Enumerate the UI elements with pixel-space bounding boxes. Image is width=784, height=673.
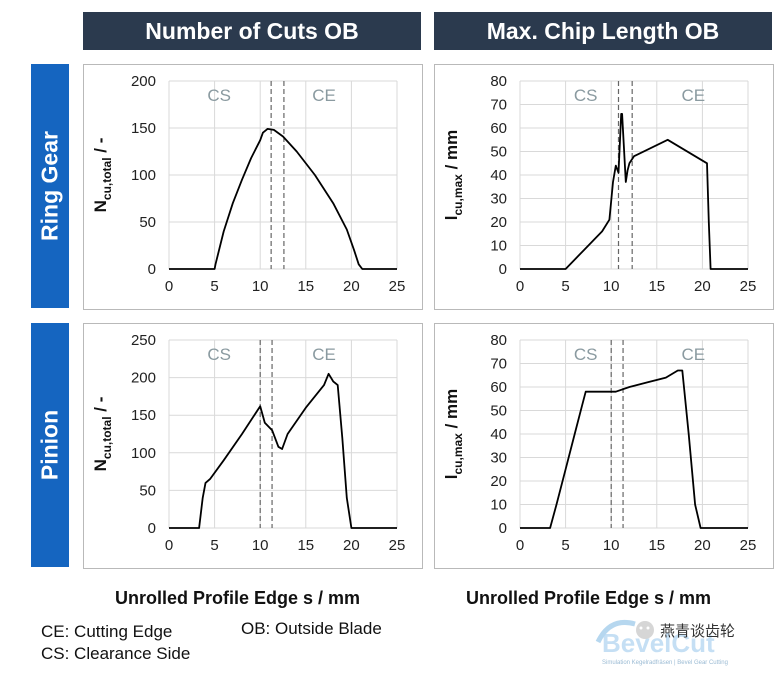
y-tick-label: 40 — [490, 426, 507, 443]
x-tick-label: 25 — [389, 278, 406, 295]
x-tick-label: 15 — [648, 278, 665, 295]
y-tick-label: 20 — [490, 473, 507, 490]
column-header-label: Max. Chip Length OB — [486, 17, 720, 44]
logo-text: BevelCut — [602, 628, 715, 658]
y-tick-label: 50 — [139, 214, 156, 231]
x-tick-label: 5 — [210, 278, 218, 295]
chart-panel-pinion-chip-length: 0 5 10 15 20 25 0 10 20 30 40 50 60 70 80 CS CE lcu,max /… — [434, 323, 774, 569]
x-tick-label: 25 — [740, 278, 757, 295]
y-tick-label: 70 — [490, 97, 507, 114]
x-tick-label: 15 — [648, 537, 665, 554]
x-tick-label: 10 — [252, 537, 269, 554]
row-header-pinion: Pinion — [31, 323, 69, 567]
region-label: CE — [681, 86, 705, 105]
series-line — [169, 128, 397, 270]
x-tick-label: 25 — [740, 537, 757, 554]
row-header-label: Pinion — [36, 409, 63, 481]
y-tick-label: 10 — [490, 238, 507, 255]
legend-outside-blade: OB: Outside Blade — [241, 619, 382, 638]
bevelcut-logo-graphic: BevelCut Simulation Kegelradfräsen | Bev… — [595, 620, 735, 666]
region-label: CE — [312, 86, 336, 105]
row-header-ring-gear: Ring Gear — [31, 64, 69, 308]
x-tick-label: 25 — [389, 537, 406, 554]
logo-subtext: Simulation Kegelradfräsen | Bevel Gear C… — [602, 660, 728, 666]
chart-ring-gear-max-chip-length: 0 5 10 15 20 25 0 10 20 30 40 50 60 70 80 CS CE lcu,max /… — [442, 73, 757, 295]
column-header-label: Number of Cuts OB — [145, 17, 359, 44]
x-tick-label: 20 — [694, 537, 711, 554]
legend-cutting-edge: CE: Cutting Edge — [41, 622, 173, 641]
y-tick-label: 50 — [490, 403, 507, 420]
y-tick-label: 50 — [490, 144, 507, 161]
y-axis-title: lcu,max / mm — [442, 130, 465, 221]
y-tick-label: 200 — [131, 73, 156, 90]
region-label: CS — [574, 345, 598, 364]
y-tick-label: 10 — [490, 497, 507, 514]
y-axis-title: lcu,max / mm — [442, 389, 465, 480]
x-tick-label: 10 — [603, 278, 620, 295]
column-header-max-chip-length: Max. Chip Length OB — [434, 12, 772, 50]
x-tick-label: 10 — [252, 278, 269, 295]
y-tick-label: 0 — [499, 520, 507, 537]
column-header-number-of-cuts: Number of Cuts OB — [83, 12, 421, 50]
x-tick-label: 0 — [165, 537, 173, 554]
x-tick-label: 5 — [561, 278, 569, 295]
y-axis-title: Ncu,total / - — [91, 397, 114, 472]
legend-clearance-side: CS: Clearance Side — [41, 644, 191, 663]
wechat-icon — [636, 621, 654, 639]
y-tick-label: 30 — [490, 191, 507, 208]
region-label: CS — [574, 86, 598, 105]
chart-panel-ring-gear-cuts: 0 5 10 15 20 25 0 50 100 150 200 CS CE Ncu,total / - — [83, 64, 423, 310]
chart-ring-gear-number-of-cuts: 0 5 10 15 20 25 0 50 100 150 200 CS CE Ncu,total / - — [91, 73, 406, 295]
y-tick-label: 100 — [131, 445, 156, 462]
series-line — [520, 113, 748, 270]
region-label: CE — [681, 345, 705, 364]
x-axis-title-right: Unrolled Profile Edge s / mm — [466, 588, 712, 608]
x-tick-label: 15 — [297, 278, 314, 295]
series-line — [520, 369, 748, 529]
x-tick-label: 0 — [516, 278, 524, 295]
y-tick-label: 60 — [490, 120, 507, 137]
y-tick-label: 20 — [490, 214, 507, 231]
y-tick-label: 200 — [131, 370, 156, 387]
y-tick-label: 250 — [131, 332, 156, 349]
region-label: CS — [207, 345, 231, 364]
x-tick-label: 5 — [210, 537, 218, 554]
y-tick-label: 70 — [490, 356, 507, 373]
x-tick-label: 20 — [343, 278, 360, 295]
channel-name: 燕青谈齿轮 — [660, 623, 735, 640]
y-axis-title: Ncu,total / - — [91, 138, 114, 213]
x-tick-label: 20 — [343, 537, 360, 554]
y-tick-label: 30 — [490, 450, 507, 467]
y-tick-label: 150 — [131, 120, 156, 137]
row-header-label: Ring Gear — [36, 131, 63, 241]
y-tick-label: 0 — [148, 520, 156, 537]
region-label: CE — [312, 345, 336, 364]
bevelcut-logo: BevelCut Simulation Kegelradfräsen | Bev… — [590, 612, 770, 667]
y-tick-label: 80 — [490, 73, 507, 90]
y-tick-label: 0 — [148, 261, 156, 278]
x-tick-label: 10 — [603, 537, 620, 554]
chart-pinion-max-chip-length: 0 5 10 15 20 25 0 10 20 30 40 50 60 70 80 CS CE lcu,max /… — [442, 332, 757, 554]
y-tick-label: 80 — [490, 332, 507, 349]
series-line — [169, 372, 397, 529]
x-axis-title-left: Unrolled Profile Edge s / mm — [115, 588, 361, 608]
x-tick-label: 0 — [165, 278, 173, 295]
region-label: CS — [207, 86, 231, 105]
chart-panel-ring-gear-chip-length: 0 5 10 15 20 25 0 10 20 30 40 50 60 70 80 CS CE lcu,max /… — [434, 64, 774, 310]
y-tick-label: 100 — [131, 167, 156, 184]
y-tick-label: 40 — [490, 167, 507, 184]
y-tick-label: 150 — [131, 407, 156, 424]
x-tick-label: 5 — [561, 537, 569, 554]
y-tick-label: 60 — [490, 379, 507, 396]
x-tick-label: 0 — [516, 537, 524, 554]
x-tick-label: 15 — [297, 537, 314, 554]
y-tick-label: 50 — [139, 482, 156, 499]
x-tick-label: 20 — [694, 278, 711, 295]
y-tick-label: 0 — [499, 261, 507, 278]
chart-panel-pinion-cuts: 0 5 10 15 20 25 0 50 100 150 200 250 CS CE Ncu,total /… — [83, 323, 423, 569]
